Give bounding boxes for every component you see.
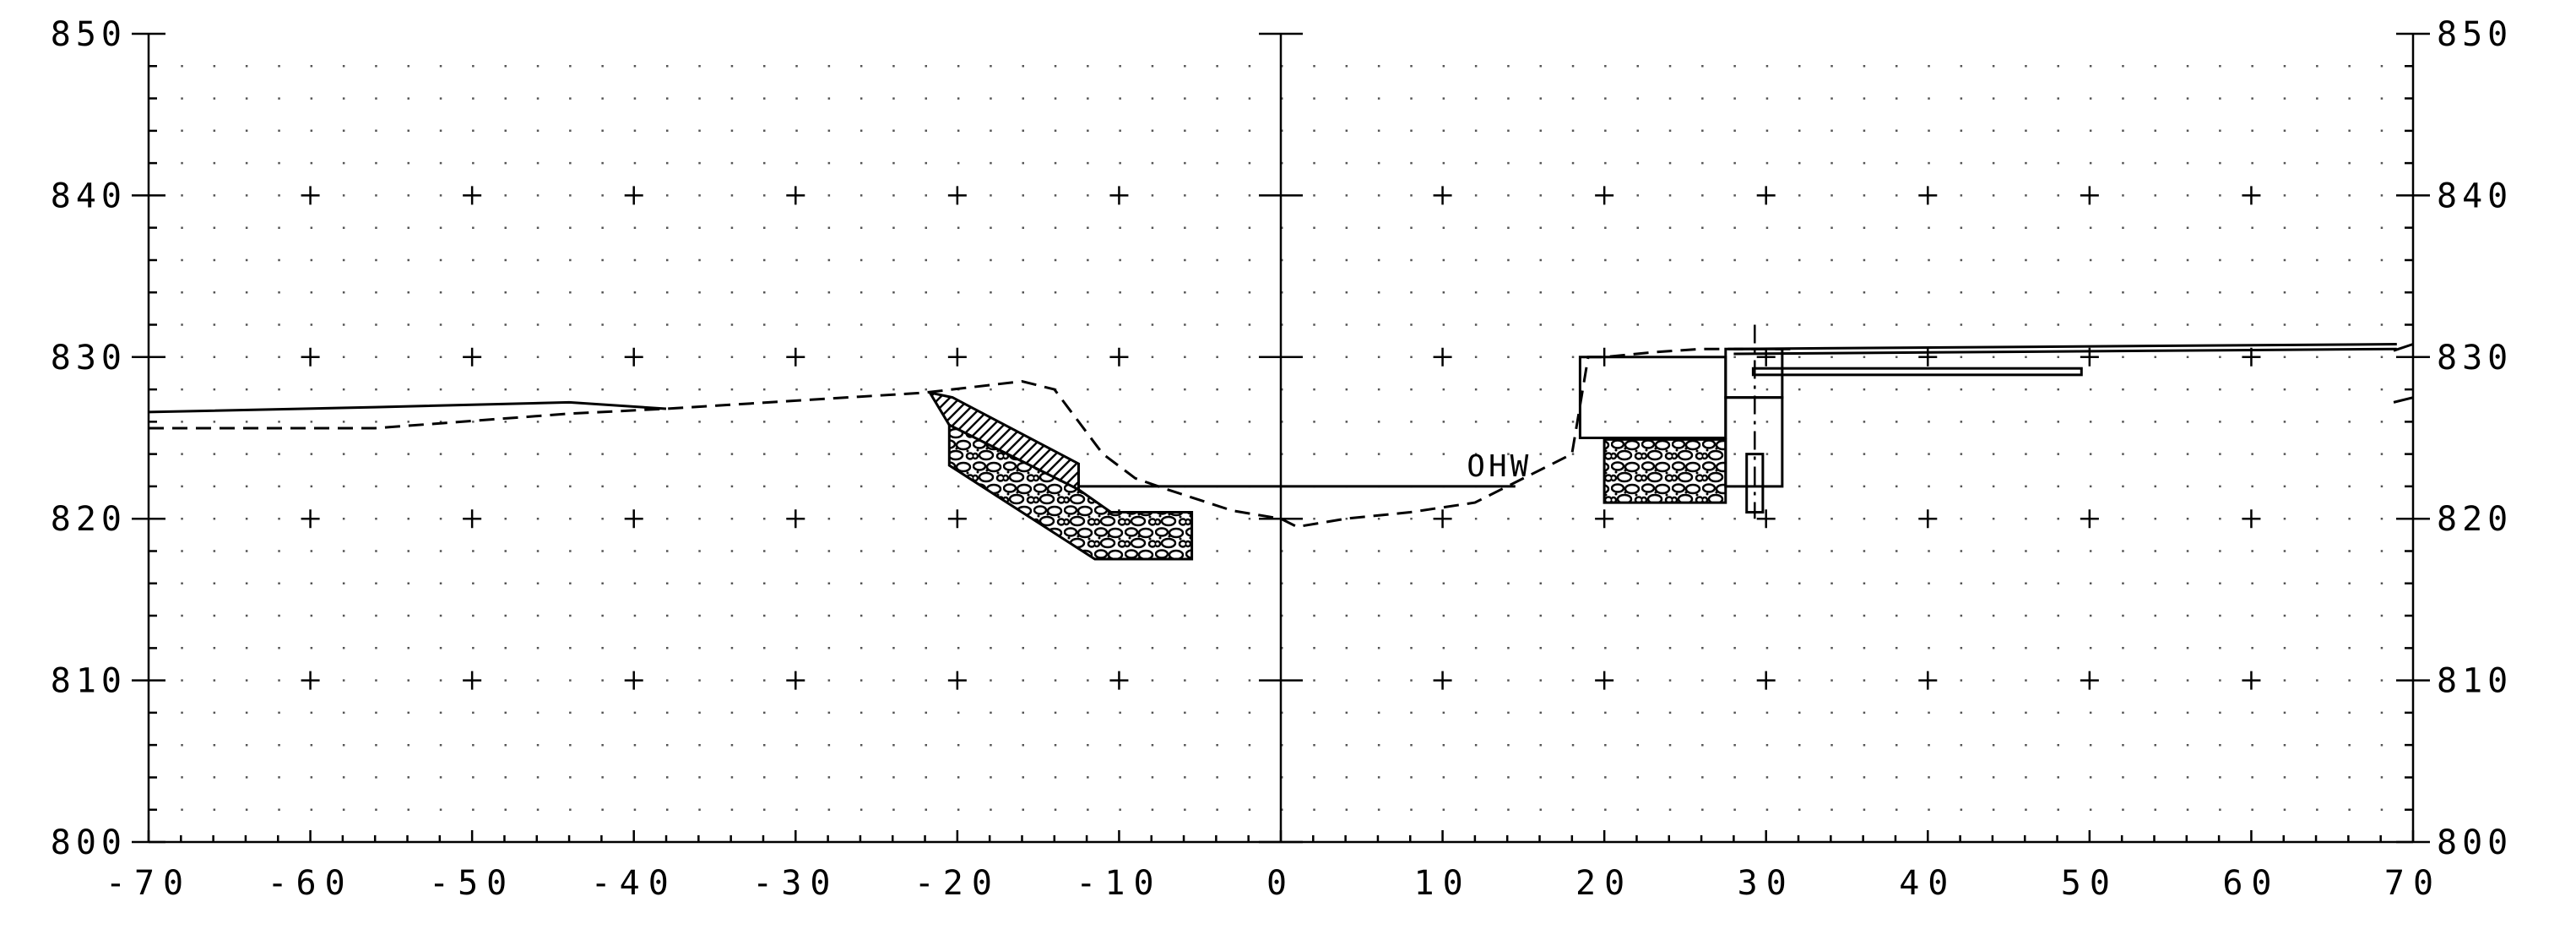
x-tick-label: -20 bbox=[914, 864, 1001, 903]
grid-cross bbox=[1595, 186, 1614, 205]
x-tick-label: -60 bbox=[267, 864, 353, 903]
grid-cross bbox=[1433, 347, 1452, 367]
y-tick-label-right: 840 bbox=[2437, 177, 2513, 215]
grid-cross bbox=[624, 509, 643, 529]
plot-frame bbox=[147, 34, 2415, 844]
y-tick-label-right: 800 bbox=[2437, 823, 2513, 862]
axis-ticks bbox=[132, 32, 2430, 844]
series-line-4 bbox=[1733, 347, 2397, 356]
grid-cross bbox=[463, 509, 482, 529]
grid-cross bbox=[624, 186, 643, 205]
grid-cross bbox=[1433, 509, 1452, 529]
grid-cross bbox=[2080, 509, 2099, 529]
grid-cross bbox=[1918, 509, 1938, 529]
grid-cross bbox=[947, 671, 967, 690]
edge-mark-bottom bbox=[2393, 396, 2414, 404]
grid-cross bbox=[1109, 347, 1129, 367]
annotations: OHW bbox=[1467, 449, 1532, 484]
riprap-right bbox=[1603, 437, 1727, 504]
grid-cross bbox=[2080, 671, 2099, 690]
x-tick-label: -30 bbox=[752, 864, 838, 903]
y-tick-label-right: 820 bbox=[2437, 500, 2513, 539]
grid-cross bbox=[301, 509, 320, 529]
grid-cross bbox=[786, 509, 805, 529]
grid-cross bbox=[624, 347, 643, 367]
grid-cross bbox=[1109, 671, 1129, 690]
grid-cross bbox=[786, 347, 805, 367]
grid-cross bbox=[1756, 671, 1776, 690]
x-tick-label: 40 bbox=[1899, 864, 1956, 903]
grid-cross bbox=[1109, 186, 1129, 205]
grid-cross bbox=[301, 347, 320, 367]
grid-cross bbox=[463, 671, 482, 690]
y-tick-label-left: 840 bbox=[51, 177, 127, 215]
grid-cross bbox=[1433, 186, 1452, 205]
grid-cross bbox=[786, 186, 805, 205]
grid-cross bbox=[947, 186, 967, 205]
grid-cross bbox=[1756, 186, 1776, 205]
tick-marks bbox=[132, 32, 2430, 844]
grid-cross bbox=[786, 671, 805, 690]
grid-cross bbox=[947, 509, 967, 529]
y-tick-label-left: 800 bbox=[51, 823, 127, 862]
x-tick-label: 60 bbox=[2222, 864, 2280, 903]
series-line-3 bbox=[1733, 343, 2397, 350]
x-tick-label: 70 bbox=[2384, 864, 2442, 903]
y-tick-label-right: 850 bbox=[2437, 15, 2513, 54]
y-tick-label-left: 810 bbox=[51, 662, 127, 701]
series-line-1 bbox=[148, 400, 667, 414]
grid-cross bbox=[2242, 671, 2261, 690]
annotation-label: OHW bbox=[1467, 449, 1532, 484]
x-tick-label: -40 bbox=[591, 864, 677, 903]
approach-slab bbox=[1751, 367, 2083, 377]
x-tick-label: 10 bbox=[1413, 864, 1471, 903]
grid-cross bbox=[1918, 347, 1938, 367]
grid-cross bbox=[1756, 347, 1776, 367]
grid-cross bbox=[624, 671, 643, 690]
abutment-cap bbox=[1578, 356, 1727, 439]
x-tick-label: -10 bbox=[1076, 864, 1162, 903]
y-tick-label-right: 810 bbox=[2437, 662, 2513, 701]
grid-cross bbox=[463, 186, 482, 205]
y-tick-labels-right: 850 840 830 820 810 800 bbox=[2437, 15, 2513, 862]
grid-cross bbox=[2242, 186, 2261, 205]
grid-cross bbox=[301, 186, 320, 205]
grid-cross bbox=[1595, 671, 1614, 690]
series-lines bbox=[148, 343, 2397, 529]
x-tick-label: 30 bbox=[1738, 864, 1795, 903]
y-tick-label-left: 850 bbox=[51, 15, 127, 54]
x-tick-label: 0 bbox=[1266, 864, 1295, 903]
grid-cross bbox=[2242, 509, 2261, 529]
x-tick-label: -70 bbox=[106, 864, 192, 903]
grid-cross bbox=[947, 347, 967, 367]
y-tick-label-left: 820 bbox=[51, 500, 127, 539]
y-tick-label-left: 830 bbox=[51, 339, 127, 378]
grid-cross bbox=[1918, 671, 1938, 690]
structures bbox=[927, 324, 2414, 561]
grid-cross bbox=[2080, 186, 2099, 205]
x-tick-labels: -70 -60 -50 -40 -30 -20 -10 0 10 20 30 40 50 60 70 bbox=[106, 864, 2442, 903]
y-tick-labels-left: 850 840 830 820 810 800 bbox=[51, 15, 127, 862]
edge-mark-top bbox=[2393, 343, 2414, 352]
grid-cross bbox=[1756, 509, 1776, 529]
x-tick-label: 20 bbox=[1575, 864, 1633, 903]
grid-cross bbox=[301, 671, 320, 690]
y-tick-label-right: 830 bbox=[2437, 339, 2513, 378]
riprap-left bbox=[947, 422, 1194, 561]
x-tick-label: -50 bbox=[429, 864, 515, 903]
grid-cross bbox=[1595, 509, 1614, 529]
grid-cross bbox=[1433, 671, 1452, 690]
grid-cross bbox=[463, 347, 482, 367]
grid-cross bbox=[1918, 186, 1938, 205]
x-tick-label: 50 bbox=[2061, 864, 2118, 903]
